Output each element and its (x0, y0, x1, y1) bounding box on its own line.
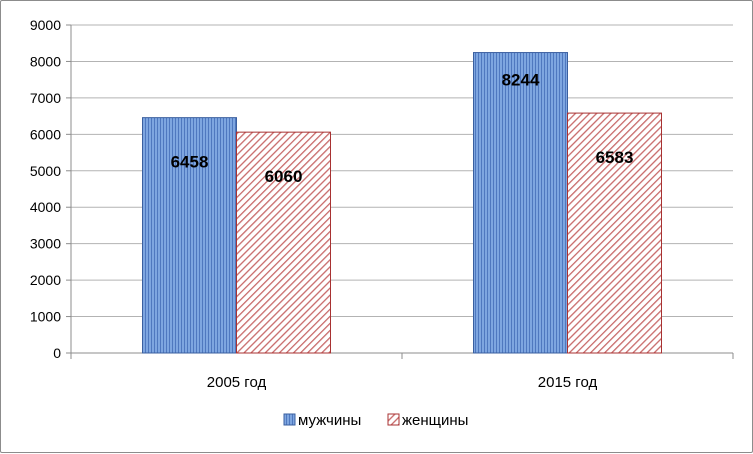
y-tick-label: 3000 (30, 236, 61, 252)
x-tick-label: 2005 год (207, 374, 267, 391)
y-tick-label: 8000 (30, 53, 61, 69)
y-tick-label: 7000 (30, 90, 61, 106)
y-tick-label: 4000 (30, 199, 61, 215)
bar-men (142, 117, 237, 354)
bar-women (236, 131, 331, 354)
data-label: 6060 (265, 167, 303, 186)
legend-label: женщины (402, 412, 468, 429)
legend-swatch-women (387, 413, 400, 426)
y-tick-label: 5000 (30, 163, 61, 179)
y-tick-label: 9000 (30, 17, 61, 33)
y-tick-label: 6000 (30, 126, 61, 142)
bar-men (473, 52, 568, 354)
data-label: 6583 (596, 148, 634, 167)
bar-women (567, 112, 662, 354)
y-tick-label: 0 (53, 345, 61, 361)
legend-label: мужчины (298, 412, 361, 429)
y-tick-label: 2000 (30, 272, 61, 288)
data-label: 6458 (171, 153, 209, 172)
legend-swatch-men (283, 413, 296, 426)
data-label: 8244 (502, 71, 540, 90)
x-tick-label: 2015 год (538, 374, 598, 391)
y-tick-label: 1000 (30, 309, 61, 325)
